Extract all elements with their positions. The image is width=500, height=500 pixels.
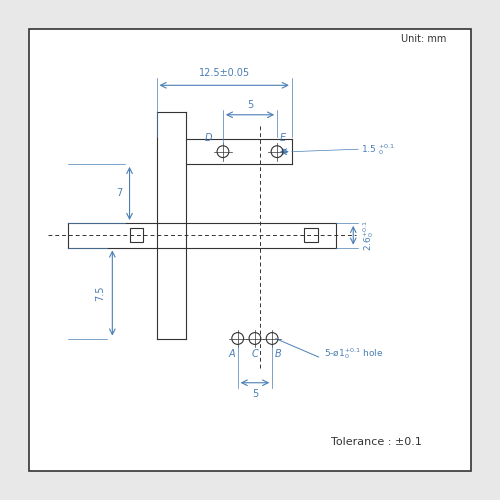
Text: C: C — [252, 350, 258, 360]
Text: 5: 5 — [252, 388, 258, 398]
Text: B: B — [274, 350, 281, 360]
Text: E: E — [280, 133, 285, 143]
Text: D: D — [204, 133, 212, 143]
Bar — [130, 228, 143, 242]
Text: 7.5: 7.5 — [95, 286, 105, 301]
Text: 12.5±0.05: 12.5±0.05 — [198, 68, 250, 78]
Text: 2.6$^{+0.1}_{0}$: 2.6$^{+0.1}_{0}$ — [360, 220, 376, 251]
Text: Tolerance : ±0.1: Tolerance : ±0.1 — [331, 437, 422, 447]
Text: 5: 5 — [247, 100, 253, 110]
Text: 1.5 $^{+0.1}_{0}$: 1.5 $^{+0.1}_{0}$ — [360, 142, 394, 156]
Text: 7: 7 — [116, 188, 122, 198]
Text: A: A — [228, 350, 235, 360]
Text: Unit: mm: Unit: mm — [402, 34, 446, 43]
Bar — [304, 228, 318, 242]
Text: 5-ø1$^{+0.1}_{0}$ hole: 5-ø1$^{+0.1}_{0}$ hole — [324, 346, 384, 360]
FancyBboxPatch shape — [29, 28, 471, 471]
